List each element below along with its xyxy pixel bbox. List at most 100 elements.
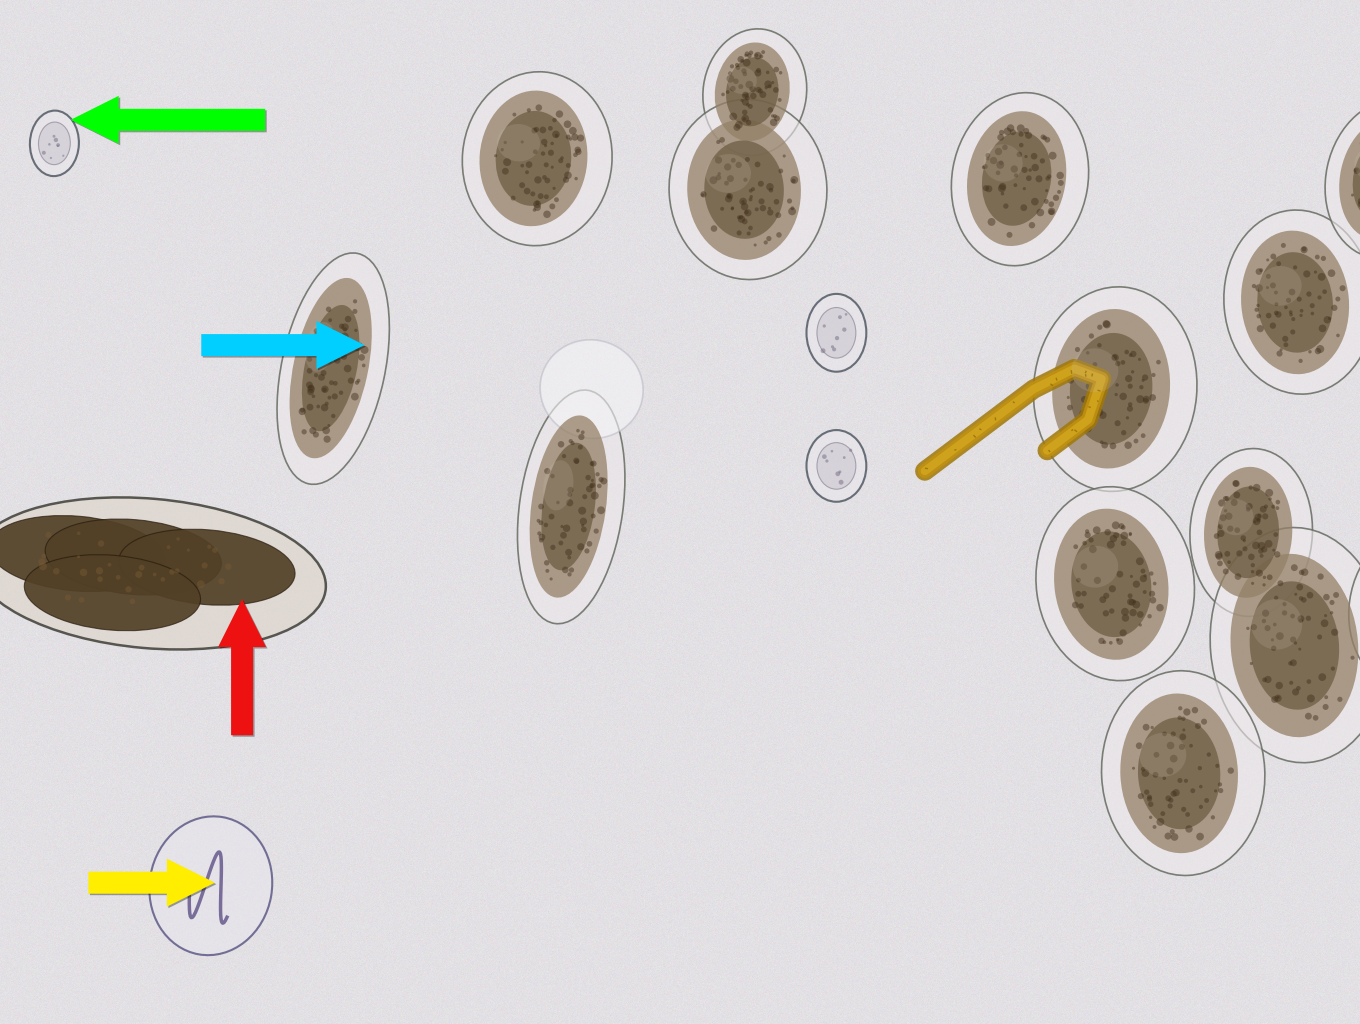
Ellipse shape [1224,210,1360,394]
Circle shape [1146,795,1152,800]
Circle shape [1253,484,1261,492]
Circle shape [1144,790,1149,795]
Circle shape [1132,767,1136,770]
Circle shape [736,66,740,70]
Ellipse shape [817,307,855,358]
Circle shape [1129,599,1136,606]
Circle shape [1115,638,1119,641]
Circle shape [1270,323,1276,329]
Circle shape [1299,358,1303,364]
Circle shape [590,482,596,487]
Ellipse shape [982,131,1051,225]
Circle shape [1330,600,1334,605]
Circle shape [1125,441,1132,449]
Circle shape [321,385,329,393]
Circle shape [1225,512,1232,520]
Circle shape [597,483,601,488]
Circle shape [700,194,704,197]
Circle shape [1127,406,1133,412]
Circle shape [570,441,575,445]
Ellipse shape [806,430,866,502]
Circle shape [1195,723,1201,729]
Circle shape [1149,591,1155,597]
Circle shape [1172,790,1179,797]
Circle shape [1284,342,1288,347]
Circle shape [823,325,826,328]
Circle shape [333,381,337,386]
Circle shape [573,153,578,157]
Circle shape [1042,135,1047,140]
Circle shape [1291,637,1296,643]
Circle shape [556,111,563,118]
Circle shape [562,566,568,573]
Circle shape [98,541,105,547]
Circle shape [715,175,721,180]
Circle shape [1197,833,1204,841]
Circle shape [1185,778,1189,783]
Circle shape [53,135,56,137]
Circle shape [1156,359,1161,365]
Circle shape [711,225,717,231]
Circle shape [50,157,52,159]
Circle shape [354,329,358,332]
Circle shape [45,531,52,538]
Circle shape [1179,733,1186,740]
Circle shape [778,98,782,101]
Circle shape [1251,582,1254,585]
Circle shape [590,513,596,518]
Circle shape [990,157,997,164]
Ellipse shape [1034,287,1197,492]
Circle shape [1323,594,1330,600]
Circle shape [986,157,990,161]
Circle shape [743,117,747,121]
Circle shape [845,313,847,315]
Circle shape [1243,540,1246,542]
Circle shape [755,208,759,211]
Circle shape [325,356,332,364]
Circle shape [524,187,530,195]
Ellipse shape [1036,486,1194,681]
Circle shape [324,435,330,442]
Circle shape [317,404,320,409]
Circle shape [745,120,751,125]
Circle shape [728,72,732,76]
Circle shape [743,92,748,97]
Circle shape [1257,313,1261,318]
Circle shape [539,520,544,525]
Circle shape [1096,409,1103,416]
Circle shape [1068,371,1074,377]
Ellipse shape [1073,546,1118,588]
Circle shape [57,144,58,146]
Circle shape [125,586,132,593]
Circle shape [730,86,736,91]
Circle shape [1171,791,1176,797]
Circle shape [1133,600,1136,603]
Circle shape [1152,373,1156,377]
Circle shape [1270,283,1276,289]
Circle shape [320,353,325,359]
Circle shape [1266,286,1269,289]
Circle shape [1262,513,1269,519]
Ellipse shape [1325,100,1360,258]
Circle shape [1266,258,1269,261]
Circle shape [1217,560,1223,566]
Circle shape [1311,311,1314,315]
Circle shape [1088,538,1093,543]
Circle shape [1189,743,1193,748]
Circle shape [820,348,826,353]
Circle shape [1117,638,1123,645]
Circle shape [1114,532,1119,539]
Circle shape [597,506,605,514]
Circle shape [747,103,749,106]
Circle shape [1112,521,1119,529]
Circle shape [1117,570,1123,578]
Circle shape [328,424,330,427]
Circle shape [1289,289,1295,295]
Circle shape [1353,167,1360,174]
Circle shape [835,336,839,340]
Circle shape [341,333,348,340]
Ellipse shape [1242,230,1349,374]
Circle shape [755,53,759,57]
Circle shape [1314,270,1316,273]
Circle shape [745,81,753,88]
